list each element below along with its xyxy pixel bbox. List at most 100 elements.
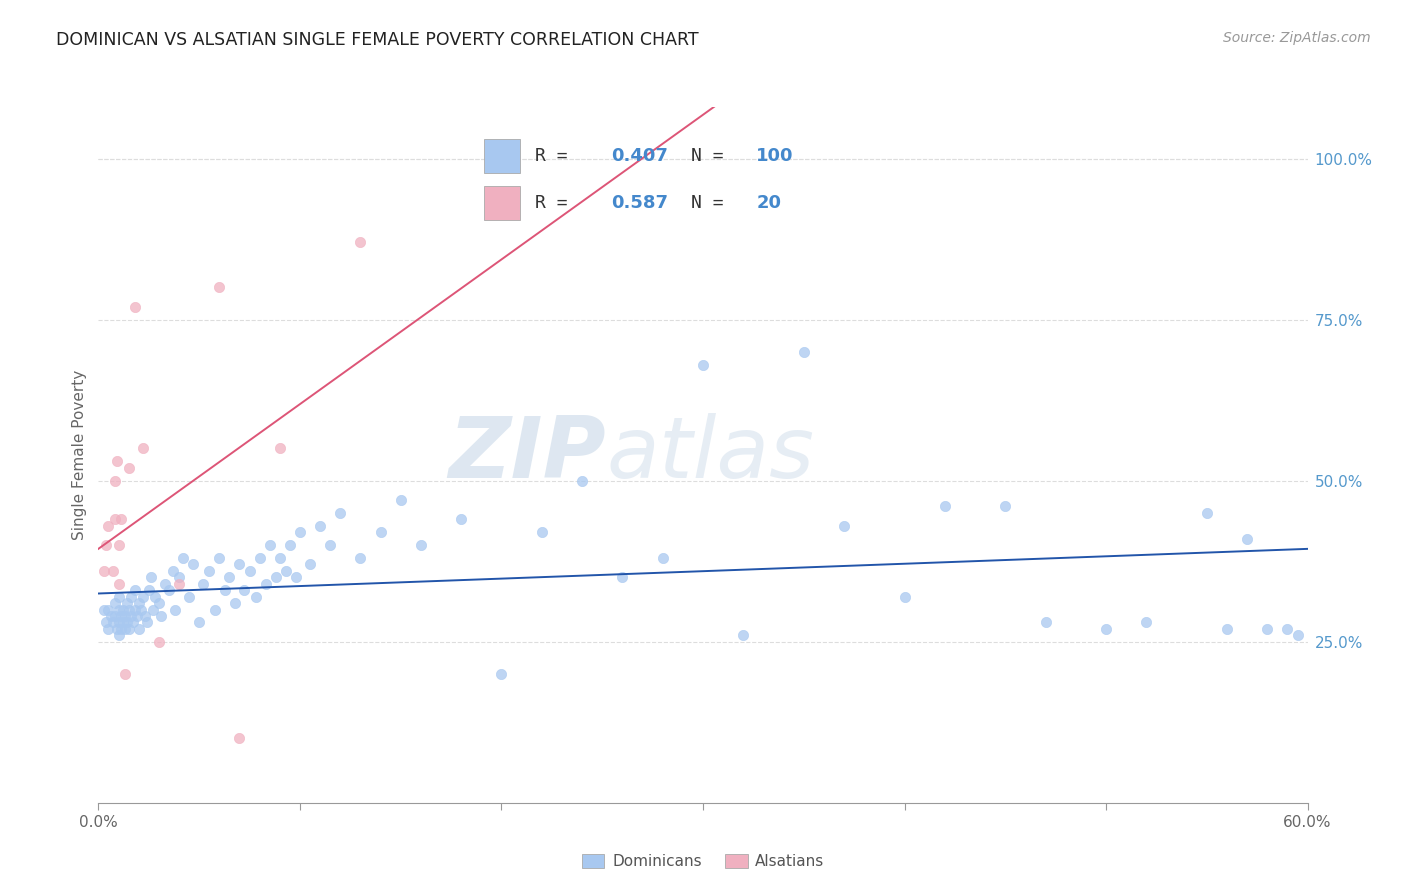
Point	[172, 551, 194, 566]
Point	[143, 590, 166, 604]
Point	[491, 667, 513, 681]
Point	[994, 500, 1017, 514]
Point	[284, 570, 307, 584]
Point	[124, 602, 146, 616]
Point	[259, 538, 281, 552]
Point	[107, 576, 129, 591]
Point	[114, 622, 136, 636]
Point	[134, 609, 156, 624]
Point	[893, 590, 915, 604]
Point	[100, 609, 122, 624]
Point	[149, 609, 172, 624]
Point	[299, 558, 322, 572]
Point	[793, 344, 815, 359]
Point	[228, 558, 250, 572]
Point	[138, 583, 160, 598]
Point	[269, 442, 291, 456]
Point	[96, 615, 118, 630]
Point	[120, 590, 142, 604]
Point	[733, 628, 755, 642]
Point	[254, 576, 277, 591]
Point	[214, 583, 236, 598]
Point	[132, 590, 155, 604]
Point	[132, 442, 155, 456]
Point	[118, 602, 141, 616]
Point	[105, 454, 128, 468]
Text: 0.407: 0.407	[612, 147, 668, 165]
Point	[93, 564, 115, 578]
Text: R =: R =	[534, 194, 578, 212]
Point	[128, 622, 150, 636]
Text: N =: N =	[690, 147, 734, 165]
Point	[1035, 615, 1057, 630]
Point	[93, 602, 115, 616]
Point	[571, 474, 593, 488]
Point	[110, 609, 132, 624]
Point	[208, 551, 231, 566]
Point	[107, 590, 129, 604]
Point	[111, 615, 134, 630]
Point	[1135, 615, 1157, 630]
Point	[107, 615, 129, 630]
Point	[450, 512, 472, 526]
Bar	[484, 139, 520, 173]
Point	[103, 609, 125, 624]
Point	[319, 538, 342, 552]
Point	[153, 576, 176, 591]
Y-axis label: Single Female Poverty: Single Female Poverty	[72, 370, 87, 540]
Bar	[484, 186, 520, 219]
Point	[530, 525, 553, 540]
Point	[188, 615, 211, 630]
Point	[115, 615, 138, 630]
Point	[329, 506, 352, 520]
Point	[239, 564, 262, 578]
Point	[1216, 622, 1239, 636]
Point	[162, 564, 184, 578]
Point	[103, 474, 125, 488]
Point	[278, 538, 301, 552]
Point	[1236, 532, 1258, 546]
Legend: Dominicans, Alsatians: Dominicans, Alsatians	[575, 848, 831, 875]
Point	[110, 622, 132, 636]
Point	[129, 602, 152, 616]
Point	[135, 615, 157, 630]
Point	[1195, 506, 1218, 520]
Point	[193, 576, 215, 591]
Point	[389, 493, 412, 508]
Text: ZIP: ZIP	[449, 413, 606, 497]
Point	[181, 558, 204, 572]
Point	[97, 622, 120, 636]
Point	[249, 551, 271, 566]
Point	[124, 583, 146, 598]
Point	[208, 280, 231, 294]
Point	[224, 596, 246, 610]
Point	[651, 551, 673, 566]
Point	[114, 609, 136, 624]
Point	[96, 538, 118, 552]
Point	[148, 596, 170, 610]
Point	[111, 602, 134, 616]
Text: 20: 20	[756, 194, 782, 212]
Point	[114, 667, 136, 681]
Point	[274, 564, 297, 578]
Point	[148, 634, 170, 648]
Point	[125, 609, 148, 624]
Point	[107, 602, 129, 616]
Point	[269, 551, 291, 566]
Point	[157, 583, 180, 598]
Point	[264, 570, 287, 584]
Point	[204, 602, 226, 616]
Point	[103, 512, 125, 526]
Point	[232, 583, 254, 598]
Point	[349, 235, 371, 250]
Point	[97, 518, 120, 533]
Point	[934, 500, 956, 514]
Point	[349, 551, 371, 566]
Point	[120, 609, 142, 624]
Point	[245, 590, 267, 604]
Point	[103, 596, 125, 610]
Point	[107, 538, 129, 552]
Point	[118, 460, 141, 475]
Point	[309, 518, 332, 533]
Point	[218, 570, 240, 584]
